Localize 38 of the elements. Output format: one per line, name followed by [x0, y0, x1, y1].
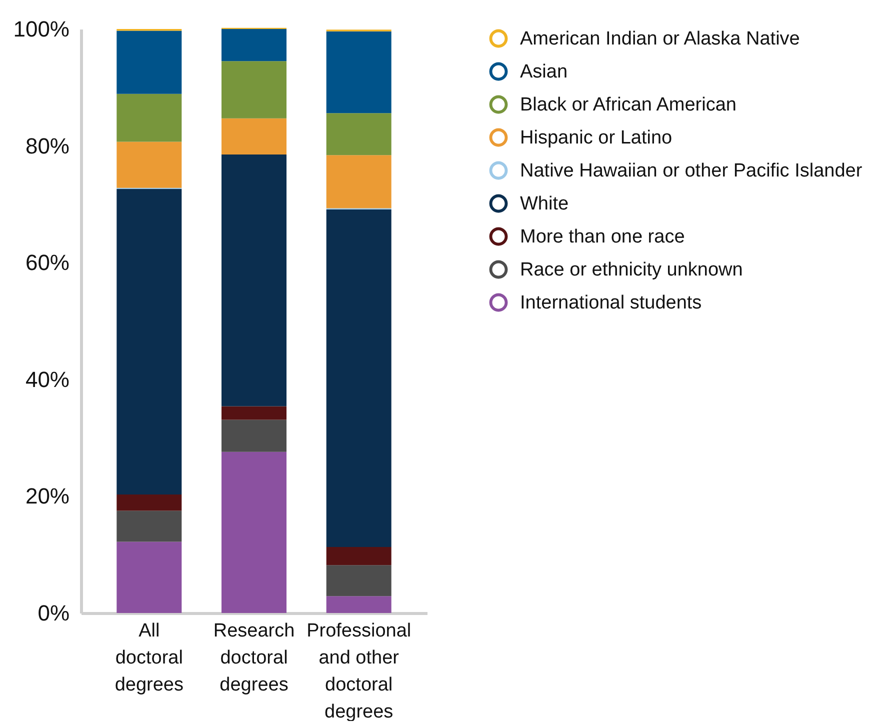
y-tick-label: 0%	[38, 600, 70, 626]
x-tick-label: All doctoral degrees	[114, 620, 184, 696]
legend-label: Black or African American	[520, 94, 736, 116]
y-tick-label: 40%	[25, 366, 70, 392]
bar	[326, 155, 392, 208]
y-tick-label: 20%	[25, 484, 70, 509]
legend-label: International students	[520, 292, 702, 314]
bar	[221, 406, 287, 420]
legend-label: More than one race	[520, 226, 685, 248]
bar	[221, 29, 287, 62]
x-tick-label: Research doctoral degrees	[213, 620, 295, 696]
bar	[221, 61, 287, 118]
bar	[326, 209, 392, 548]
bar	[116, 510, 182, 542]
bar	[221, 452, 287, 613]
y-tick-label: 80%	[25, 133, 70, 158]
legend-label: American Indian or Alaska Native	[520, 28, 800, 50]
legend-label: Hispanic or Latino	[520, 128, 672, 148]
bar	[116, 189, 182, 494]
bar	[221, 420, 287, 452]
bar	[116, 30, 182, 94]
legend-label: Asian	[520, 62, 568, 82]
bar	[116, 542, 182, 613]
bar	[221, 118, 287, 155]
bar	[326, 565, 392, 596]
bar	[326, 113, 392, 156]
y-tick-label: 60%	[25, 250, 70, 276]
bar	[221, 154, 287, 406]
bar	[326, 596, 392, 613]
bar	[326, 547, 392, 566]
bar	[326, 31, 392, 114]
legend-label: Native Hawaiian or other Pacific Islander	[520, 160, 863, 182]
bar	[116, 494, 182, 511]
y-tick-label: 100%	[13, 16, 70, 42]
legend-label: Race or ethnicity unknown	[520, 260, 743, 280]
bar	[116, 142, 182, 188]
bar	[116, 94, 182, 142]
legend-label: White	[520, 194, 569, 214]
